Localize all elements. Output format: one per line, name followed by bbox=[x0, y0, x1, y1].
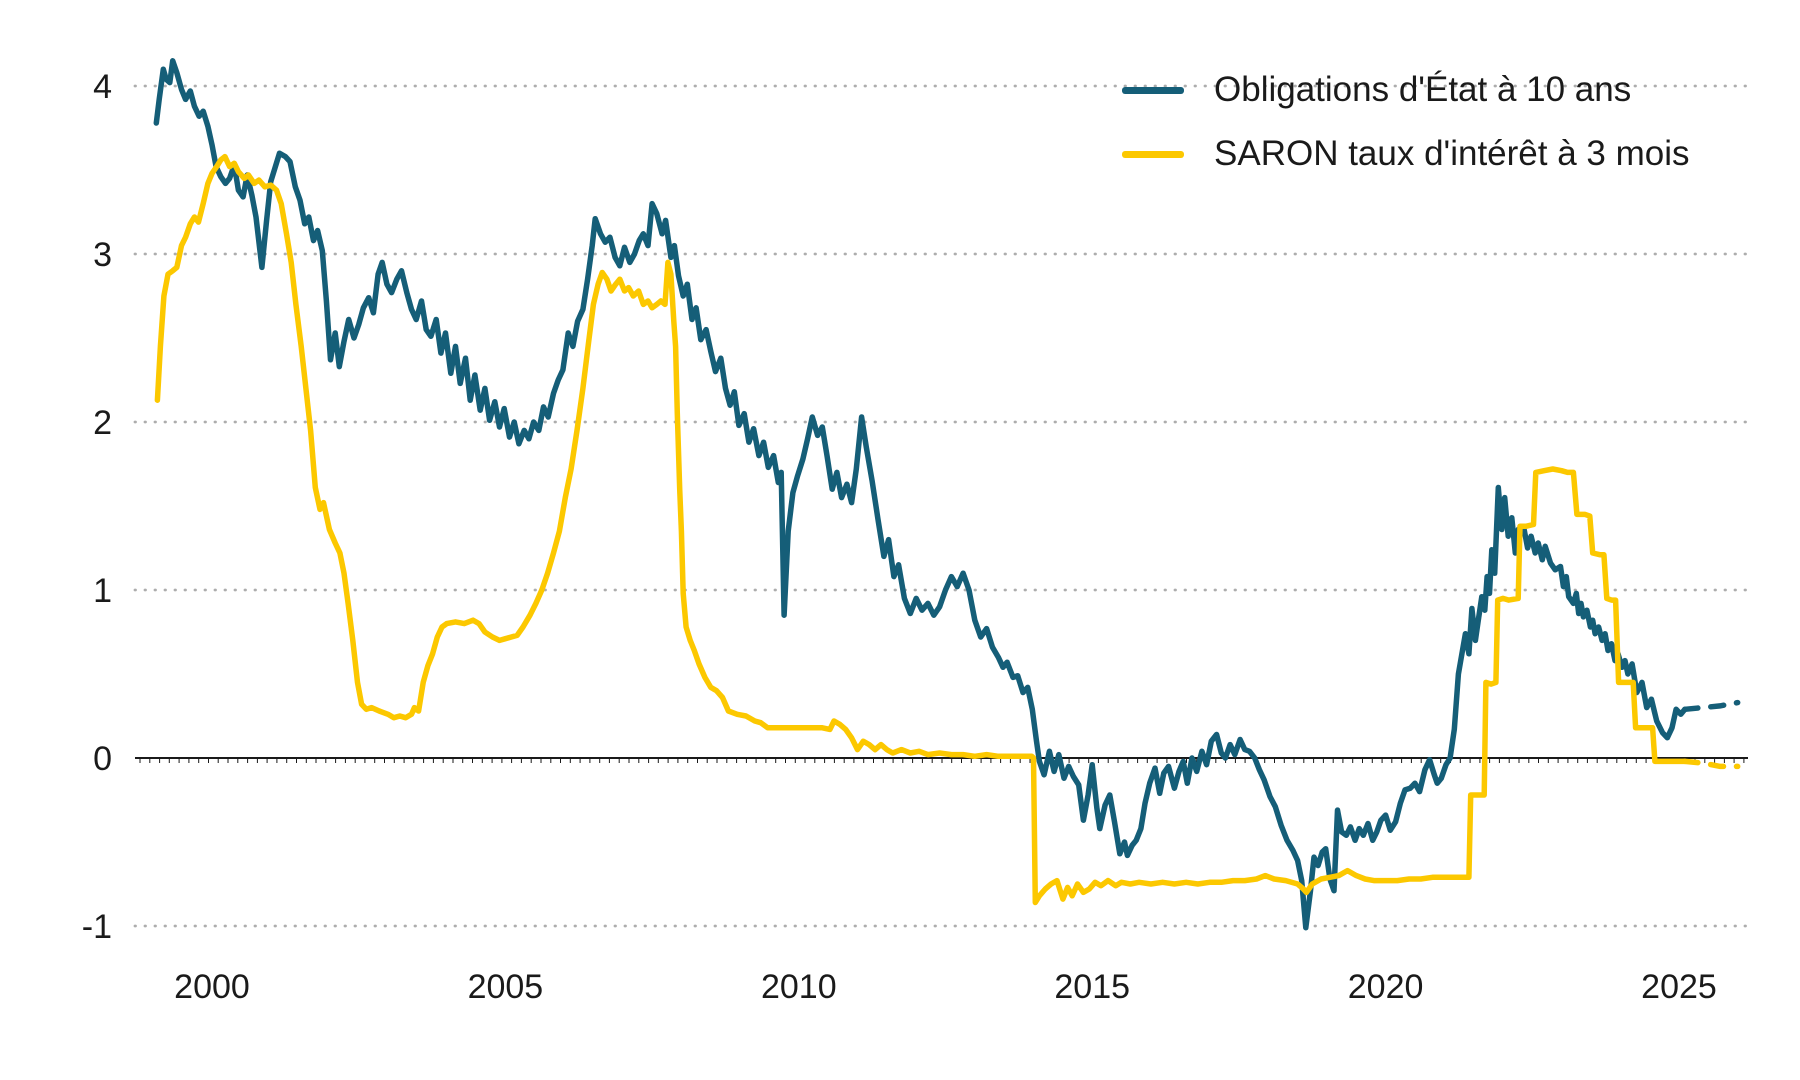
svg-text:2: 2 bbox=[93, 404, 112, 442]
bonds-line-swatch-icon bbox=[1122, 86, 1184, 94]
data-series-lines bbox=[153, 58, 1741, 931]
svg-text:2025: 2025 bbox=[1641, 968, 1717, 1006]
svg-text:2020: 2020 bbox=[1348, 968, 1424, 1006]
gridlines bbox=[133, 84, 1750, 928]
svg-text:3: 3 bbox=[93, 236, 112, 274]
legend-label-saron: SARON taux d'intérêt à 3 mois bbox=[1214, 134, 1690, 173]
svg-text:1: 1 bbox=[93, 572, 112, 610]
svg-text:2010: 2010 bbox=[761, 968, 837, 1006]
svg-text:4: 4 bbox=[93, 68, 112, 106]
svg-text:-1: -1 bbox=[82, 908, 112, 946]
svg-text:2015: 2015 bbox=[1054, 968, 1130, 1006]
svg-text:2000: 2000 bbox=[174, 968, 250, 1006]
legend: Obligations d'État à 10 ans SARON taux d… bbox=[1122, 70, 1690, 174]
saron-line-swatch-icon bbox=[1122, 150, 1184, 158]
axis-tick-labels: -1 0 1 2 3 4 2000 2005 2010 2015 2020 2025 bbox=[82, 68, 1717, 1006]
legend-item-bonds: Obligations d'État à 10 ans bbox=[1122, 70, 1690, 110]
legend-item-saron: SARON taux d'intérêt à 3 mois bbox=[1122, 134, 1690, 174]
svg-text:2005: 2005 bbox=[468, 968, 544, 1006]
svg-text:0: 0 bbox=[93, 740, 112, 778]
legend-label-bonds: Obligations d'État à 10 ans bbox=[1214, 70, 1632, 109]
zero-axis-line bbox=[135, 757, 1748, 763]
